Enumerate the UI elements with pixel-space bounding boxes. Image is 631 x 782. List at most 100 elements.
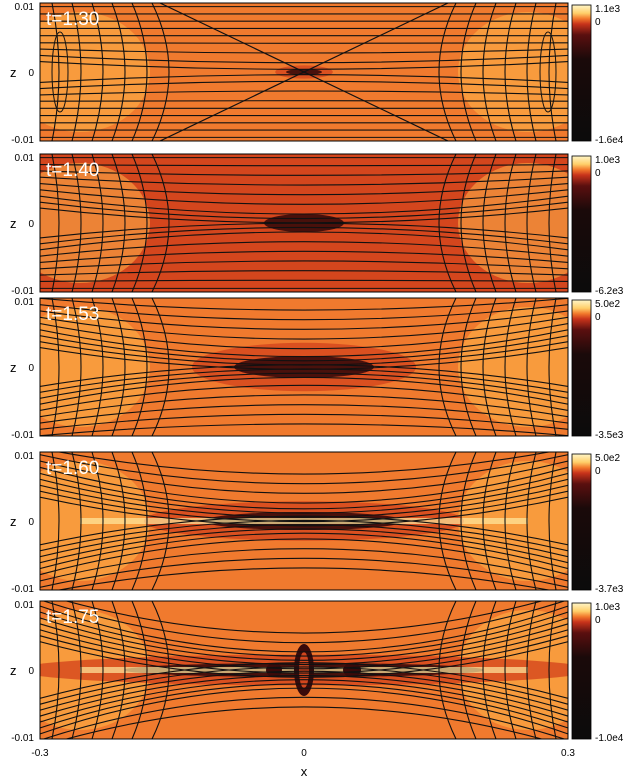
field-line: [151, 601, 170, 739]
field-line: [40, 548, 568, 582]
panel-2: t=1.40 0.01 0 -0.01 z 1.0e3 0 -6.2e3: [10, 153, 624, 297]
field-line: [51, 3, 60, 141]
field-line: [56, 567, 552, 590]
field-line: [504, 452, 517, 590]
field-line: [40, 341, 568, 366]
y-tick-label: -0.01: [11, 584, 34, 595]
field-line: [40, 329, 568, 358]
field-line: [40, 201, 568, 220]
field-line: [151, 452, 170, 590]
y-tick-label: -0.01: [11, 135, 34, 146]
field-line: [91, 298, 104, 436]
field-line: [40, 472, 568, 510]
field-line: [40, 484, 568, 518]
field-line: [40, 170, 568, 176]
field-line: [460, 452, 477, 590]
panel-frame: [39, 2, 569, 142]
field-line: [40, 60, 568, 70]
field-line: [40, 515, 568, 546]
panel-frame: [39, 600, 569, 740]
field-line: [51, 601, 60, 739]
separatrix: [159, 3, 449, 141]
heatmap-panel-2: [40, 154, 568, 292]
y-axis-label: z: [10, 514, 17, 529]
time-label: t=1.60: [46, 458, 99, 479]
plasmoid-left: [266, 663, 282, 677]
island-left: [51, 31, 69, 113]
heatmap-panel-3: [40, 298, 568, 436]
field-line: [40, 490, 568, 523]
colorbar-min-label: -3.5e3: [595, 430, 624, 441]
field-line: [56, 452, 552, 475]
y-tick-label: 0: [28, 219, 34, 230]
field-line: [40, 524, 568, 558]
y-tick-label: 0.01: [15, 297, 35, 308]
field-line: [40, 304, 568, 321]
field-line: [40, 279, 568, 282]
panel-frame: [39, 153, 569, 293]
colorbar-min-label: -1.0e4: [595, 733, 624, 744]
field-line: [40, 176, 568, 186]
field-line: [51, 154, 60, 292]
y-axis-label: z: [10, 663, 17, 678]
panel-3: t=1.53 0.01 0 -0.01 z 5.0e2 0 -3.5e3: [10, 297, 624, 441]
field-line: [111, 601, 126, 739]
time-label: t=1.30: [46, 9, 99, 30]
field-line: [40, 605, 568, 653]
field-line: [40, 674, 568, 717]
field-line: [151, 3, 170, 141]
time-label: t=1.75: [46, 607, 99, 628]
field-line: [40, 54, 568, 64]
field-line: [40, 48, 568, 54]
panel-frame: [39, 297, 569, 437]
field-line: [40, 670, 568, 711]
field-line: [482, 154, 497, 292]
field-line: [40, 623, 568, 666]
field-line: [548, 298, 557, 436]
field-line: [40, 679, 568, 723]
colorbar: [571, 299, 592, 437]
field-line: [460, 3, 477, 141]
field-line: [40, 222, 568, 239]
field-line: [526, 154, 537, 292]
colorbar-min-label: -1.6e4: [595, 135, 624, 146]
field-line: [131, 154, 148, 292]
y-tick-label: 0: [28, 363, 34, 374]
field-line: [548, 154, 557, 292]
island-right: [539, 31, 557, 113]
field-line: [91, 154, 104, 292]
field-line: [438, 298, 457, 436]
field-line: [64, 706, 544, 739]
colorbar: [571, 602, 592, 740]
field-line: [40, 611, 568, 657]
field-line: [42, 696, 566, 739]
x-axis-label: x: [301, 764, 308, 779]
field-line: [40, 404, 568, 424]
field-line: [40, 460, 568, 494]
field-line: [526, 298, 537, 436]
x-axis: -0.3 0 0.3 x: [31, 748, 575, 779]
colorbar: [571, 453, 592, 591]
field-line: [482, 601, 497, 739]
colorbar-zero-label: 0: [595, 312, 601, 323]
field-line: [91, 452, 104, 590]
field-line: [504, 298, 517, 436]
field-line: [71, 452, 82, 590]
field-line: [548, 3, 557, 141]
field-line: [40, 74, 568, 84]
field-line: [40, 270, 568, 276]
field-line: [526, 3, 537, 141]
heatmap-panel-1: [40, 3, 568, 141]
field-line: [64, 601, 544, 634]
panel-frame: [39, 451, 569, 591]
colorbar-min-label: -3.7e3: [595, 584, 624, 595]
plasmoid-core: [299, 652, 309, 688]
y-tick-label: 0: [28, 68, 34, 79]
field-line: [111, 154, 126, 292]
field-line: [40, 496, 568, 527]
colorbar-zero-label: 0: [595, 17, 601, 28]
colorbar-zero-label: 0: [595, 466, 601, 477]
field-line: [40, 100, 568, 102]
colorbar-zero-label: 0: [595, 168, 601, 179]
